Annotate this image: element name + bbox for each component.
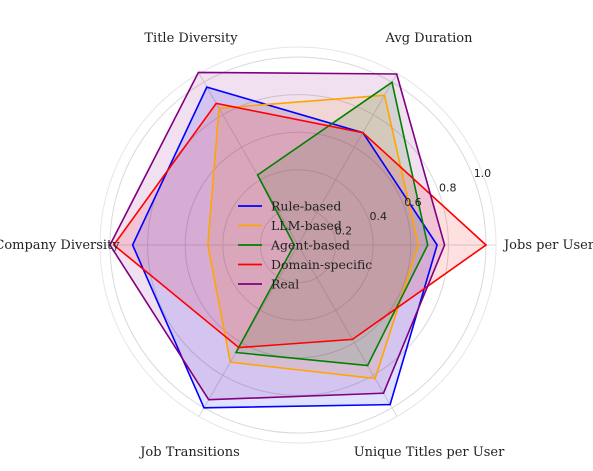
legend-label-rule-based: Rule-based (271, 199, 341, 214)
axis-label-5: Unique Titles per User (354, 445, 505, 460)
tick-label-0-4: 0.4 (370, 210, 388, 223)
series-area-real (110, 72, 445, 400)
legend-label-agent-based: Agent-based (270, 238, 350, 253)
tick-label-0-2: 0.2 (335, 225, 353, 238)
axis-labels: Jobs per User Avg Duration Title Diversity… (0, 31, 593, 460)
series-line-llm-based (206, 94, 420, 380)
series-line-agent-based (234, 80, 429, 367)
spoke-1 (297, 73, 398, 246)
outer-frame (99, 46, 497, 444)
tick-label-0-6: 0.6 (404, 196, 422, 209)
tick-label-0-8: 0.8 (439, 181, 457, 194)
series-area-agent-based (236, 82, 428, 366)
axis-label-3: Company Diversity (0, 238, 120, 253)
axis-label-0: Jobs per User (502, 238, 593, 253)
axis-label-1: Avg Duration (384, 31, 473, 46)
radar-series (109, 71, 488, 409)
tick-label-1-0: 1.0 (474, 167, 492, 180)
legend: Rule-based LLM-based Agent-based Domain-spe… (238, 199, 372, 292)
axis-label-2: Title Diversity (144, 31, 238, 46)
spoke-2 (198, 73, 299, 246)
series-area-domain-specific (113, 103, 487, 348)
series-line-domain-specific (112, 102, 488, 349)
legend-label-llm-based: LLM-based (271, 218, 342, 233)
axis-label-4: Job Transitions (138, 445, 240, 460)
series-line-real (109, 71, 446, 401)
legend-label-domain-specific: Domain-specific (271, 257, 372, 272)
series-area-rule-based (132, 87, 438, 408)
spoke-5 (297, 244, 398, 417)
radial-tick-labels: 0.2 0.4 0.6 0.8 1.0 (335, 167, 492, 238)
legend-label-real: Real (271, 277, 299, 292)
